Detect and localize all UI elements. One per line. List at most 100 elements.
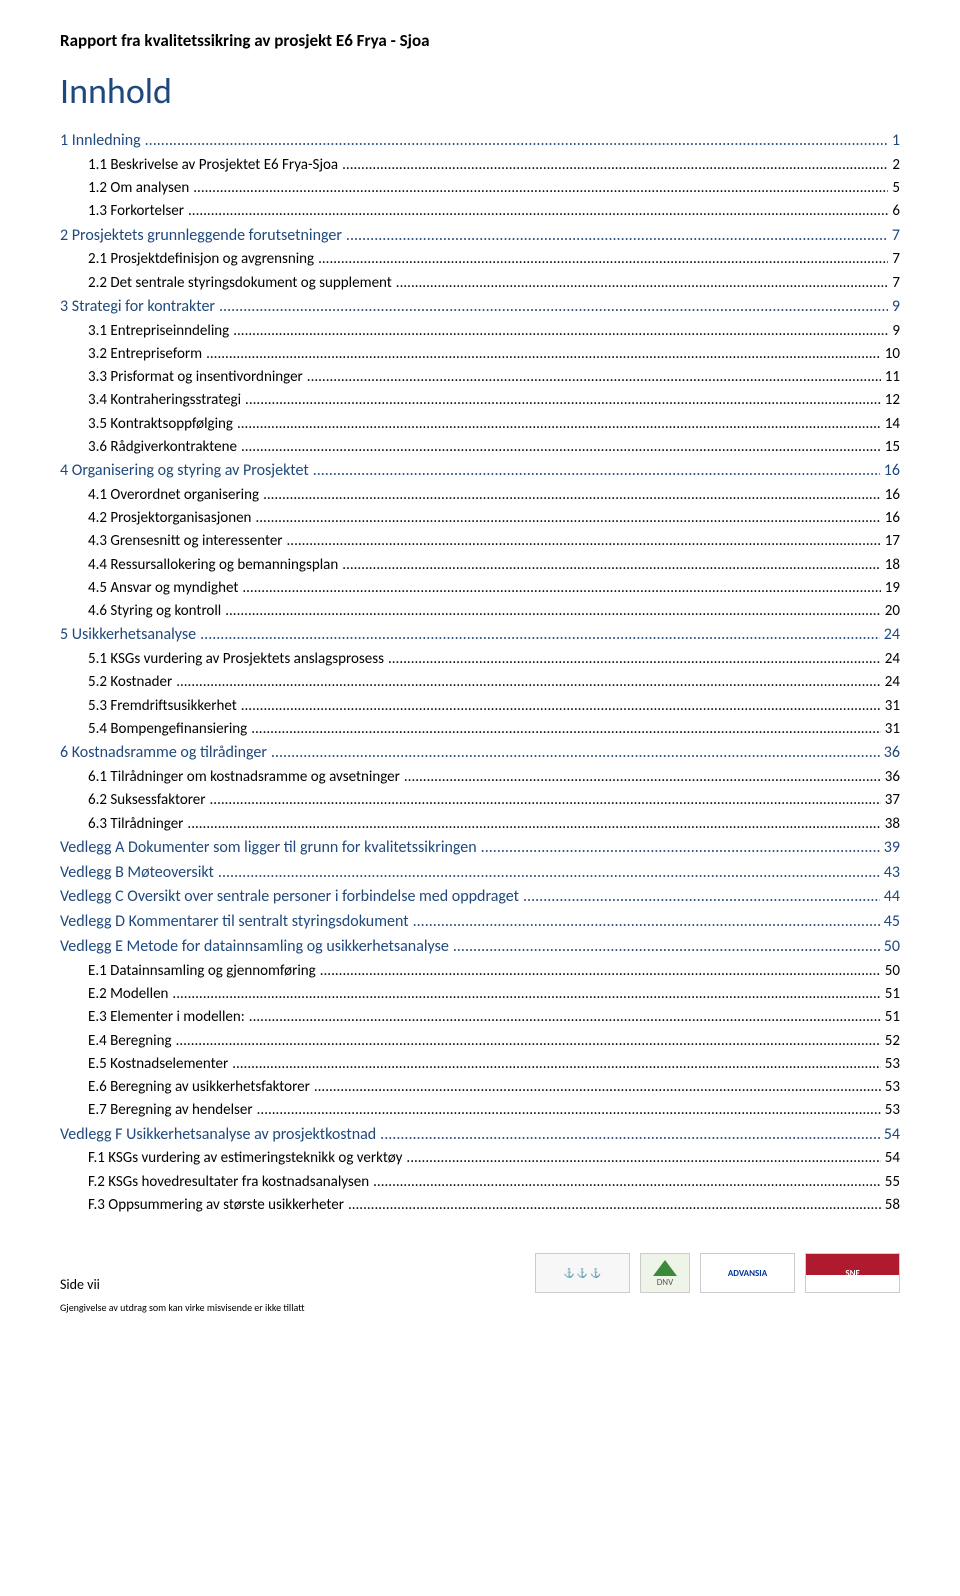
logo-dnv: DNV: [640, 1253, 690, 1293]
toc-entry-page: 36: [885, 766, 900, 789]
toc-entry-label: 5 Usikkerhetsanalyse: [60, 623, 196, 648]
toc-entry-label: 6.2 Suksessfaktorer: [88, 789, 206, 812]
toc-entry[interactable]: E.4 Beregning ..........................…: [60, 1030, 900, 1053]
toc-entry-label: 3.5 Kontraktsoppfølging: [88, 413, 233, 436]
toc-entry[interactable]: 3.4 Kontraheringsstrategi ..............…: [60, 389, 900, 412]
toc-entry-page: 7: [892, 272, 900, 295]
toc-entry-label: E.2 Modellen: [88, 983, 168, 1006]
toc-entry[interactable]: E.2 Modellen ...........................…: [60, 983, 900, 1006]
toc-entry-label: 4.3 Grensesnitt og interessenter: [88, 530, 283, 553]
toc-entry-page: 44: [884, 885, 900, 910]
toc-entry[interactable]: F.2 KSGs hovedresultater fra kostnadsana…: [60, 1171, 900, 1194]
toc-entry[interactable]: Vedlegg E Metode for datainnsamling og u…: [60, 935, 900, 960]
toc-entry[interactable]: E.3 Elementer i modellen: ..............…: [60, 1006, 900, 1029]
toc-leader-dots: ........................................…: [219, 295, 888, 320]
toc-entry[interactable]: 5 Usikkerhetsanalyse ...................…: [60, 623, 900, 648]
toc-entry[interactable]: 6.3 Tilrådninger .......................…: [60, 813, 900, 836]
toc-entry[interactable]: 3.2 Entrepriseform .....................…: [60, 343, 900, 366]
toc-entry-label: 5.1 KSGs vurdering av Prosjektets anslag…: [88, 648, 384, 671]
toc-entry[interactable]: 3.3 Prisformat og insentivordninger ....…: [60, 366, 900, 389]
toc-entry[interactable]: 3 Strategi for kontrakter ..............…: [60, 295, 900, 320]
toc-entry-page: 1: [892, 129, 900, 154]
toc-entry[interactable]: E.7 Beregning av hendelser .............…: [60, 1099, 900, 1122]
toc-entry[interactable]: 1.1 Beskrivelse av Prosjektet E6 Frya-Sj…: [60, 154, 900, 177]
toc-entry-page: 38: [885, 813, 900, 836]
toc-entry-page: 19: [885, 577, 900, 600]
toc-entry-page: 2: [892, 154, 900, 177]
toc-entry[interactable]: 4.3 Grensesnitt og interessenter .......…: [60, 530, 900, 553]
toc-entry-label: Vedlegg F Usikkerhetsanalyse av prosjekt…: [60, 1123, 376, 1148]
toc-entry-label: 1.3 Forkortelser: [88, 200, 184, 223]
toc-entry-page: 5: [892, 177, 900, 200]
toc-entry-page: 31: [885, 695, 900, 718]
toc-leader-dots: ........................................…: [245, 389, 881, 412]
toc-entry[interactable]: 3.6 Rådgiverkontraktene ................…: [60, 436, 900, 459]
toc-entry-label: F.2 KSGs hovedresultater fra kostnadsana…: [88, 1171, 369, 1194]
toc-entry-page: 53: [885, 1053, 900, 1076]
toc-entry[interactable]: 5.4 Bompengefinansiering ...............…: [60, 718, 900, 741]
toc-entry[interactable]: 4.4 Ressursallokering og bemanningsplan …: [60, 554, 900, 577]
toc-entry[interactable]: 6.1 Tilrådninger om kostnadsramme og avs…: [60, 766, 900, 789]
toc-leader-dots: ........................................…: [346, 224, 888, 249]
toc-leader-dots: ........................................…: [172, 983, 880, 1006]
toc-entry-label: E.5 Kostnadselementer: [88, 1053, 228, 1076]
toc-leader-dots: ........................................…: [176, 1030, 881, 1053]
toc-entry[interactable]: 4.6 Styring og kontroll ................…: [60, 600, 900, 623]
toc-entry[interactable]: 3.5 Kontraktsoppfølging ................…: [60, 413, 900, 436]
toc-leader-dots: ........................................…: [342, 554, 881, 577]
toc-leader-dots: ........................................…: [187, 813, 880, 836]
toc-leader-dots: ........................................…: [249, 1006, 881, 1029]
toc-entry[interactable]: Vedlegg B Møteoversikt .................…: [60, 861, 900, 886]
toc-entry[interactable]: F.1 KSGs vurdering av estimeringsteknikk…: [60, 1147, 900, 1170]
toc-entry-label: Vedlegg B Møteoversikt: [60, 861, 214, 886]
toc-entry[interactable]: 5.2 Kostnader ..........................…: [60, 671, 900, 694]
toc-entry[interactable]: 6.2 Suksessfaktorer ....................…: [60, 789, 900, 812]
toc-entry[interactable]: E.5 Kostnadselementer ..................…: [60, 1053, 900, 1076]
toc-entry[interactable]: 2 Prosjektets grunnleggende forutsetning…: [60, 224, 900, 249]
toc-entry[interactable]: 6 Kostnadsramme og tilrådinger .........…: [60, 741, 900, 766]
toc-entry[interactable]: Vedlegg A Dokumenter som ligger til grun…: [60, 836, 900, 861]
toc-entry-label: 3 Strategi for kontrakter: [60, 295, 215, 320]
toc-entry[interactable]: 2.1 Prosjektdefinisjon og avgrensning ..…: [60, 248, 900, 271]
toc-entry-page: 7: [892, 224, 900, 249]
toc-entry-page: 50: [885, 960, 900, 983]
toc-entry-label: 4.6 Styring og kontroll: [88, 600, 221, 623]
toc-entry[interactable]: F.3 Oppsummering av største usikkerheter…: [60, 1194, 900, 1217]
toc-entry[interactable]: E.1 Datainnsamling og gjennomføring ....…: [60, 960, 900, 983]
toc-entry[interactable]: 4.5 Ansvar og myndighet ................…: [60, 577, 900, 600]
toc-leader-dots: ........................................…: [251, 718, 881, 741]
toc-leader-dots: ........................................…: [242, 577, 880, 600]
toc-entry[interactable]: 4.2 Prosjektorganisasjonen .............…: [60, 507, 900, 530]
toc-entry-page: 9: [892, 320, 900, 343]
toc-entry-page: 16: [885, 507, 900, 530]
toc-leader-dots: ........................................…: [200, 623, 880, 648]
toc-entry[interactable]: 1.2 Om analysen ........................…: [60, 177, 900, 200]
toc-entry-page: 24: [885, 671, 900, 694]
toc-entry[interactable]: Vedlegg D Kommentarer til sentralt styri…: [60, 910, 900, 935]
toc-entry-page: 15: [885, 436, 900, 459]
toc-leader-dots: ........................................…: [263, 484, 881, 507]
toc-entry-label: 3.3 Prisformat og insentivordninger: [88, 366, 303, 389]
toc-entry[interactable]: 1.3 Forkortelser .......................…: [60, 200, 900, 223]
toc-entry-label: 1 Innledning: [60, 129, 141, 154]
toc-leader-dots: ........................................…: [237, 413, 881, 436]
toc-entry[interactable]: 5.3 Fremdriftsusikkerhet ...............…: [60, 695, 900, 718]
toc-entry[interactable]: E.6 Beregning av usikkerhetsfaktorer ...…: [60, 1076, 900, 1099]
toc-entry-label: E.3 Elementer i modellen:: [88, 1006, 245, 1029]
toc-entry[interactable]: 3.1 Entrepriseinndeling ................…: [60, 320, 900, 343]
toc-entry[interactable]: 4.1 Overordnet organisering ............…: [60, 484, 900, 507]
toc-leader-dots: ........................................…: [481, 836, 880, 861]
toc-entry-page: 20: [885, 600, 900, 623]
toc-entry-label: 6.3 Tilrådninger: [88, 813, 183, 836]
toc-entry[interactable]: 4 Organisering og styring av Prosjektet …: [60, 459, 900, 484]
toc-leader-dots: ........................................…: [210, 789, 881, 812]
report-title: Rapport fra kvalitetssikring av prosjekt…: [60, 30, 900, 51]
toc-entry-label: 2.1 Prosjektdefinisjon og avgrensning: [88, 248, 314, 271]
toc-leader-dots: ........................................…: [453, 935, 880, 960]
toc-entry[interactable]: 1 Innledning ...........................…: [60, 129, 900, 154]
toc-entry[interactable]: Vedlegg C Oversikt over sentrale persone…: [60, 885, 900, 910]
toc-entry[interactable]: 5.1 KSGs vurdering av Prosjektets anslag…: [60, 648, 900, 671]
toc-entry[interactable]: 2.2 Det sentrale styringsdokument og sup…: [60, 272, 900, 295]
toc-entry[interactable]: Vedlegg F Usikkerhetsanalyse av prosjekt…: [60, 1123, 900, 1148]
toc-entry-page: 54: [885, 1147, 900, 1170]
